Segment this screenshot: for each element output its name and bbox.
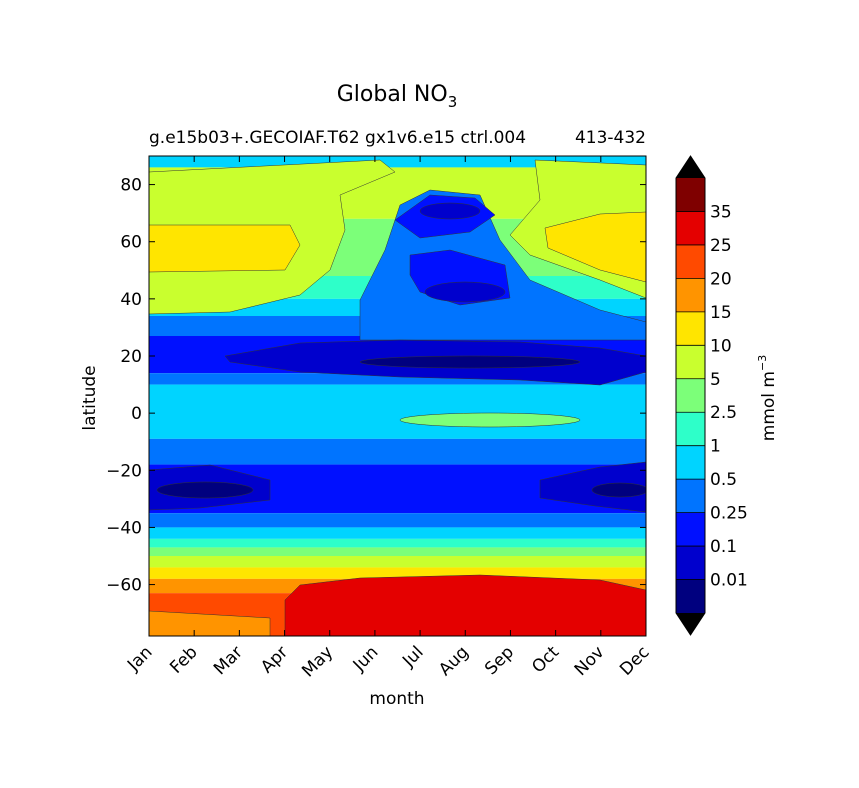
x-tick-label: Sep — [481, 642, 518, 679]
lat-band — [149, 513, 646, 528]
contour-region-north-10 — [149, 224, 301, 273]
contour-region-arctic-min — [419, 202, 481, 220]
colorbar: 0.01 0.1 0.25 0.5 1 2.5 5 10 15 20 25 35 — [675, 155, 748, 636]
colorbar-tick-label: 25 — [710, 236, 732, 256]
x-tick-label: Dec — [616, 642, 653, 679]
x-tick-label: May — [298, 642, 337, 681]
colorbar-tick-label: 5 — [710, 370, 721, 390]
contour-region-south-late — [539, 461, 646, 513]
y-tick-label: 60 — [120, 233, 142, 253]
y-tick-label: 40 — [120, 290, 142, 310]
lat-band — [149, 556, 646, 568]
x-tick-label: Mar — [210, 642, 247, 679]
y-tick-label: 0 — [131, 404, 142, 424]
colorbar-segment — [676, 412, 705, 446]
colorbar-segment — [676, 378, 705, 413]
x-tick-label: Nov — [571, 642, 609, 680]
contour-region-equator — [399, 412, 581, 428]
x-tick-label: Jun — [349, 642, 383, 676]
y-tick-label: −60 — [106, 576, 142, 596]
colorbar-segment — [676, 479, 705, 513]
colorbar-tick-label: 0.25 — [710, 504, 748, 524]
x-tick-label: Apr — [257, 642, 292, 677]
colorbar-segment — [676, 278, 705, 312]
colorbar-segment — [676, 345, 705, 379]
x-tick-label: Oct — [528, 642, 563, 677]
contour-region-south-early-min — [156, 481, 254, 499]
colorbar-segment — [676, 211, 705, 245]
colorbar-tick-label: 35 — [710, 202, 732, 222]
y-tick-label: −40 — [106, 518, 142, 538]
plot-frame — [148, 155, 647, 637]
lat-band — [149, 384, 646, 439]
lat-band — [149, 438, 646, 465]
colorbar-tick-label: 0.01 — [710, 571, 748, 591]
lat-band — [149, 156, 646, 168]
colorbar-extend-low — [676, 613, 705, 635]
x-tick-label: Jul — [398, 642, 427, 671]
colorbar-segment — [676, 512, 705, 547]
colorbar-tick-label: 1 — [710, 437, 721, 457]
contour-region-subpolar-min — [424, 281, 506, 303]
colorbar-segment — [676, 311, 705, 346]
chart-subtitle: g.e15b03+.GECOIAF.T62 gx1v6.e15 ctrl.004 — [149, 128, 526, 148]
lat-band — [149, 538, 646, 548]
lat-band — [149, 567, 646, 579]
colorbar-tick-label: 0.5 — [710, 470, 737, 490]
colorbar-tick-label: 15 — [710, 303, 732, 323]
y-tick-label: 80 — [120, 176, 142, 196]
contour-region-south-late-min — [591, 482, 646, 498]
x-tick-label: Jan — [123, 642, 156, 675]
colorbar-segment — [676, 178, 705, 212]
colorbar-segment — [676, 445, 705, 480]
colorbar-tick-label: 0.1 — [710, 537, 737, 557]
colorbar-segment — [676, 244, 705, 279]
contour-region-southern-ocean-early — [149, 610, 271, 636]
contour-region-subtropical-north-min — [359, 355, 581, 369]
chart-subtitle-years: 413-432 — [575, 128, 646, 148]
x-tick-label: Feb — [166, 642, 201, 677]
colorbar-outline — [675, 155, 706, 636]
colorbar-tick-label: 2.5 — [710, 403, 737, 423]
contour-plot-area — [149, 156, 646, 636]
contour-region-north-10-late — [544, 211, 646, 283]
lat-band — [149, 547, 646, 556]
colorbar-tick-label: 20 — [710, 269, 732, 289]
colorbar-label: mmol m−3 — [756, 355, 779, 441]
lat-band — [149, 373, 646, 385]
x-axis-label: month — [369, 689, 424, 709]
colorbar-extend-high — [676, 156, 705, 178]
colorbar-segment — [676, 579, 705, 613]
y-tick-label: 20 — [120, 347, 142, 367]
colorbar-segment — [676, 546, 705, 580]
y-tick-label: −20 — [106, 461, 142, 481]
contour-region-southern-ocean-max — [284, 574, 646, 636]
chart-title: Global NO3 — [337, 82, 458, 111]
x-tick-label: Aug — [435, 642, 473, 680]
colorbar-tick-label: 10 — [710, 336, 732, 356]
lat-band — [149, 527, 646, 539]
y-axis-label: latitude — [80, 365, 100, 430]
contour-bands — [149, 156, 646, 636]
